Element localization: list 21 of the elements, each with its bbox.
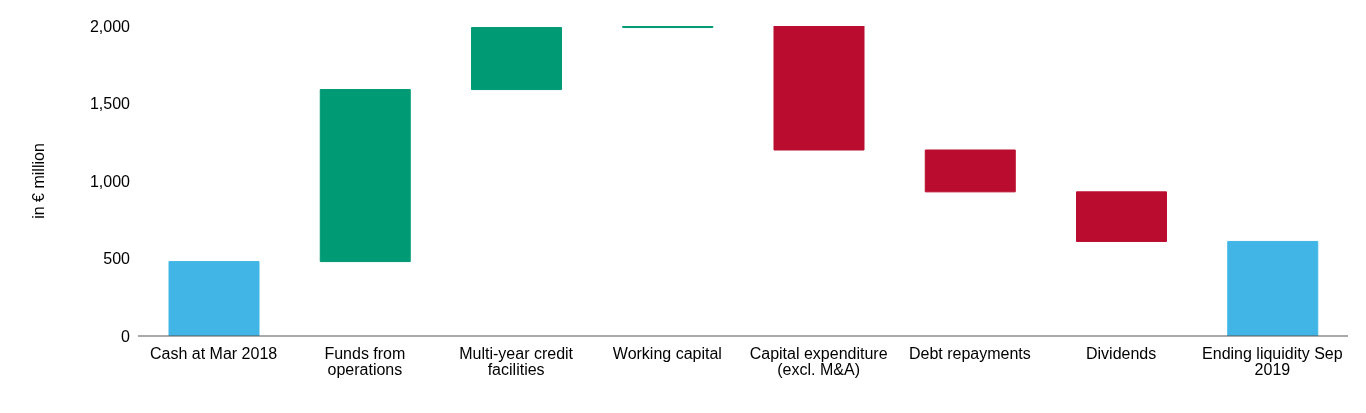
bar	[471, 27, 562, 91]
y-axis-title: in € million	[29, 143, 47, 219]
bar	[319, 89, 411, 263]
x-tick-label: Multi-year credit facilities	[459, 345, 574, 379]
y-tick-label: 1,000	[89, 172, 131, 190]
bar	[1076, 191, 1167, 242]
x-tick-label: Capital expenditure (excl. M&A)	[749, 345, 888, 379]
x-tick-label: Working capital	[612, 345, 722, 363]
y-tick-label: 500	[103, 250, 131, 268]
bar	[168, 261, 260, 336]
bar	[1227, 240, 1319, 336]
y-tick-label: 2,000	[89, 17, 131, 35]
bar	[773, 26, 865, 151]
x-tick-label: Debt repayments	[908, 345, 1031, 363]
y-tick-label: 1,500	[89, 95, 131, 113]
bar	[924, 149, 1016, 193]
x-tick-label: Dividends	[1085, 345, 1157, 363]
x-tick-label: Cash at Mar 2018	[150, 345, 278, 363]
y-tick-label: 0	[121, 327, 131, 345]
x-tick-label: Funds from operations	[324, 345, 406, 379]
x-tick-label: Ending liquidity Sep 2019	[1202, 345, 1343, 379]
